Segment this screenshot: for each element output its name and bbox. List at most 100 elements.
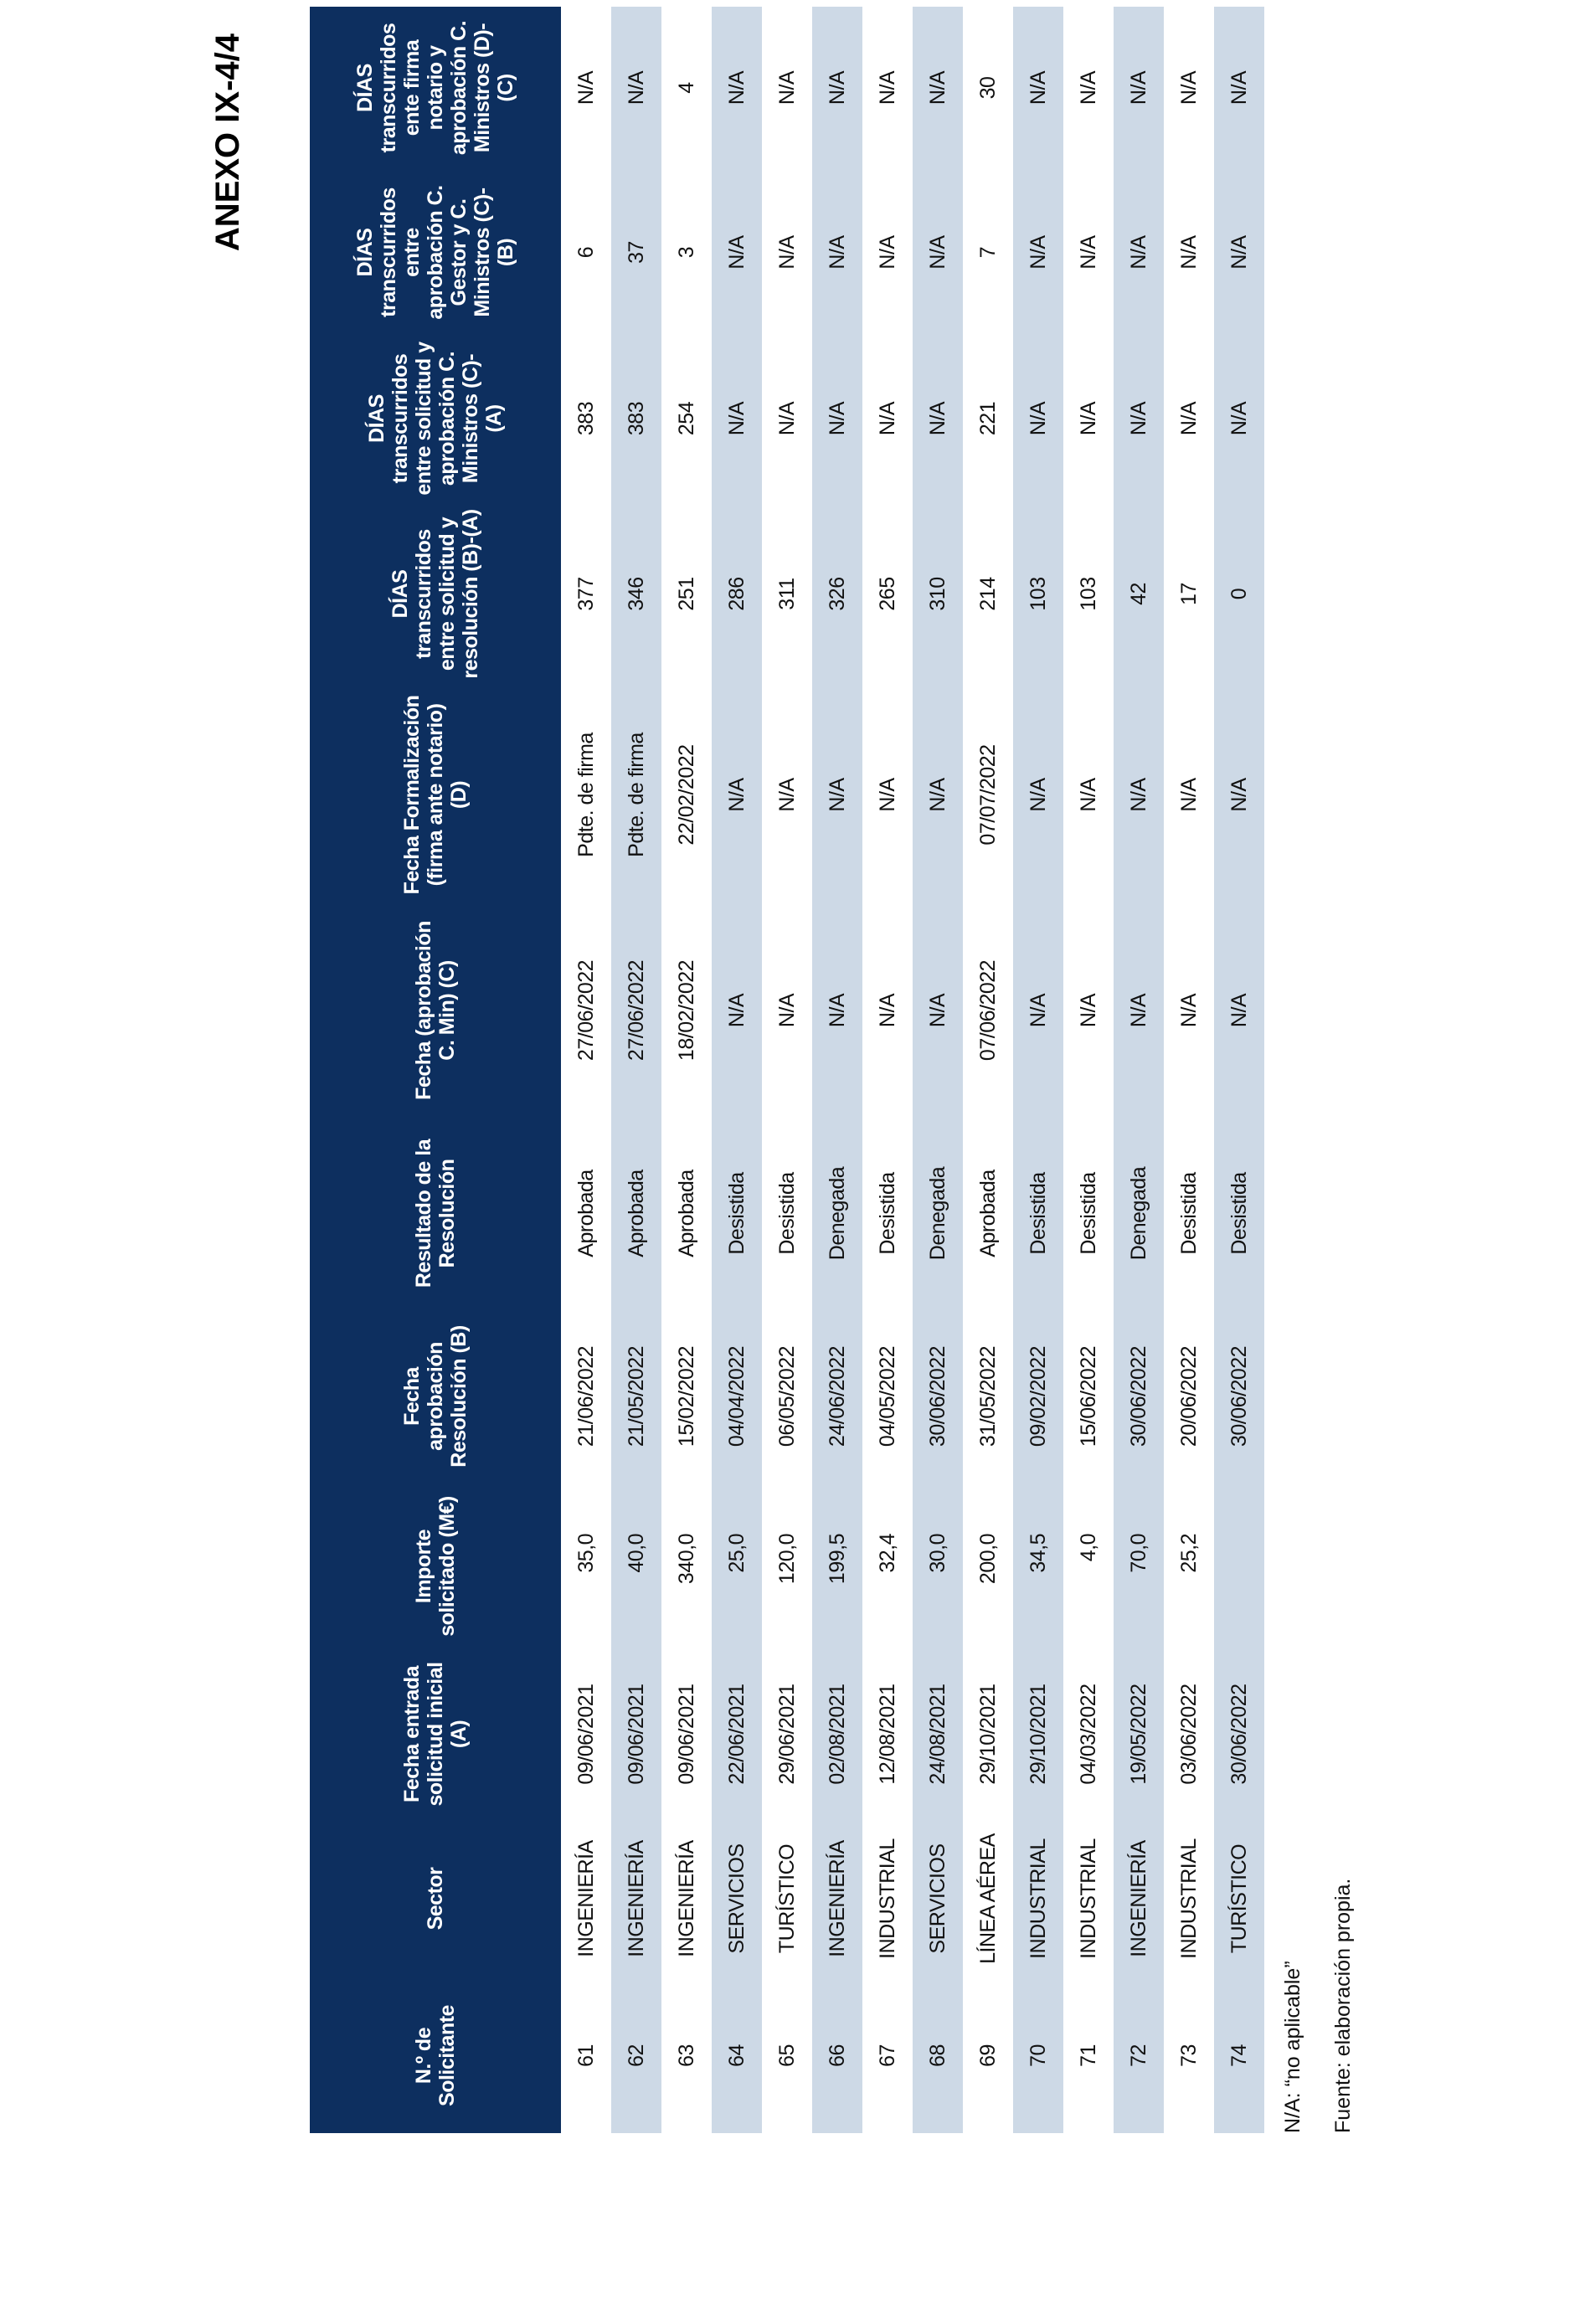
table-cell: N/A: [774, 401, 799, 436]
table-cell: 72: [1114, 1978, 1164, 2133]
table-cell: 21/06/2022: [574, 1345, 598, 1447]
table-cell: N/A: [875, 993, 899, 1028]
header-cell: Fecha (aprobación C. Min) (C): [310, 903, 561, 1118]
table-cell: INGENIERÍA: [812, 1819, 862, 1978]
table-cell: N/A: [1013, 336, 1063, 501]
table-cell: 27/06/2022: [611, 903, 661, 1118]
table-row: 63 INGENIERÍA 09/06/2021 340,0 15/02/2022 Apr…: [661, 7, 712, 2133]
header-cell: Importe solicitado (M€): [310, 1483, 561, 1649]
table-cell: Desistida: [712, 1118, 762, 1309]
table-cell: 09/06/2021: [611, 1649, 661, 1819]
table-cell: Aprobada: [611, 1118, 661, 1309]
header-cell: Fecha Formalización (firma ante notario)…: [310, 686, 561, 903]
header-cell: DÍAS transcurridos entre solicitud y apr…: [310, 336, 561, 501]
table-cell: 4,0: [1076, 1534, 1100, 1562]
table-cell: 4: [674, 82, 698, 94]
table-row: 68 SERVICIOS 24/08/2021 30,0 30/06/2022 Deneg…: [913, 7, 963, 2133]
table-row: 67 INDUSTRIAL 12/08/2021 32,4 04/05/2022 Desi…: [862, 7, 913, 2133]
table-cell: 68: [913, 1978, 963, 2133]
table-cell: 199,5: [812, 1483, 862, 1649]
table-cell: 09/06/2021: [574, 1684, 598, 1785]
table-cell: 326: [812, 501, 862, 686]
table-cell: N/A: [1114, 169, 1164, 336]
table-cell: N/A: [913, 686, 963, 903]
header-cell: Sector: [310, 1819, 561, 1978]
table-cell: 30: [975, 76, 1000, 100]
table-row: 70 INDUSTRIAL 29/10/2021 34,5 09/02/2022 Desi…: [1013, 7, 1063, 2133]
table-cell: 22/02/2022: [674, 744, 698, 846]
table-cell: Desistida: [1076, 1172, 1100, 1255]
table-cell: 19/05/2022: [1114, 1649, 1164, 1819]
table-cell: N/A: [1013, 169, 1063, 336]
table-cell: N/A: [1013, 7, 1063, 169]
table-cell: Desistida: [774, 1172, 799, 1255]
table-cell: Denegada: [913, 1118, 963, 1309]
table-cell: 09/02/2022: [1013, 1309, 1063, 1483]
table-cell: Aprobada: [975, 1170, 1000, 1257]
table-cell: N/A: [712, 7, 762, 169]
table-cell: 383: [611, 336, 661, 501]
table-cell: 221: [975, 401, 1000, 436]
table-cell: 02/08/2021: [812, 1649, 862, 1819]
table-cell: N/A: [1176, 993, 1201, 1028]
table-row: 71 INDUSTRIAL 04/03/2022 4,0 15/06/2022 Desis…: [1063, 7, 1114, 2133]
table-cell: N/A: [1114, 903, 1164, 1118]
table-cell: 17: [1176, 583, 1201, 605]
table-cell: Pdte. de firma: [611, 686, 661, 903]
header-cell: N.º de Solicitante: [310, 1978, 561, 2133]
table-cell: N/A: [1114, 686, 1164, 903]
table-cell: N/A: [1176, 778, 1201, 812]
table-cell: N/A: [1214, 686, 1264, 903]
table-cell: 3: [674, 246, 698, 259]
table-cell: 27/06/2022: [574, 959, 598, 1062]
table-cell: N/A: [611, 7, 661, 169]
table-cell: 377: [574, 577, 598, 611]
table-cell: 74: [1214, 1978, 1264, 2133]
table-cell: N/A: [712, 903, 762, 1118]
table-cell: INDUSTRIAL: [1013, 1819, 1063, 1978]
table-cell: N/A: [1214, 169, 1264, 336]
table-cell: 03/06/2022: [1176, 1684, 1201, 1785]
table-cell: N/A: [913, 7, 963, 169]
table-cell: N/A: [812, 686, 862, 903]
table-cell: 30/06/2022: [913, 1309, 963, 1483]
table-cell: 35,0: [574, 1534, 598, 1573]
table-cell: 04/04/2022: [712, 1309, 762, 1483]
table-cell: 286: [712, 501, 762, 686]
table-cell: 42: [1114, 501, 1164, 686]
table-cell: Desistida: [1214, 1118, 1264, 1309]
table-cell: N/A: [913, 336, 963, 501]
table-cell: 30/06/2022: [1114, 1309, 1164, 1483]
table-cell: INGENIERÍA: [574, 1840, 598, 1957]
table-cell: 0: [1214, 501, 1264, 686]
table-cell: N/A: [774, 778, 799, 812]
table-cell: 30/06/2022: [1214, 1309, 1264, 1483]
table-row: 62 INGENIERÍA 09/06/2021 40,0 21/05/2022 Apro…: [611, 7, 661, 2133]
table-cell: 25,0: [712, 1483, 762, 1649]
table-cell: N/A: [812, 336, 862, 501]
table-cell: Denegada: [1114, 1118, 1164, 1309]
table-cell: 310: [913, 501, 963, 686]
table-cell: 340,0: [674, 1534, 698, 1585]
table-row: 73 INDUSTRIAL 03/06/2022 25,2 20/06/2022 Desi…: [1164, 7, 1214, 2133]
table-row: 72 INGENIERÍA 19/05/2022 70,0 30/06/2022 Dene…: [1114, 7, 1164, 2133]
table-cell: 32,4: [875, 1534, 899, 1573]
table-cell: 15/06/2022: [1076, 1345, 1100, 1447]
table-cell: 254: [674, 401, 698, 436]
table-cell: N/A: [774, 70, 799, 105]
table-cell: N/A: [875, 778, 899, 812]
table-cell: 70: [1013, 1978, 1063, 2133]
table-cell: 73: [1176, 2044, 1201, 2067]
table-cell: INDUSTRIAL: [1076, 1838, 1100, 1959]
table-cell: Aprobada: [574, 1170, 598, 1257]
table-cell: N/A: [913, 169, 963, 336]
table-cell: 6: [574, 246, 598, 259]
table-cell: INDUSTRIAL: [875, 1838, 899, 1959]
table-cell: TURÍSTICO: [774, 1843, 799, 1954]
table-cell: N/A: [875, 70, 899, 105]
table-cell: LÍNEA AÉREA: [975, 1833, 1000, 1964]
table-cell: INGENIERÍA: [611, 1819, 661, 1978]
title: ANEXO IX-4/4: [209, 33, 246, 252]
table-cell: N/A: [1214, 7, 1264, 169]
